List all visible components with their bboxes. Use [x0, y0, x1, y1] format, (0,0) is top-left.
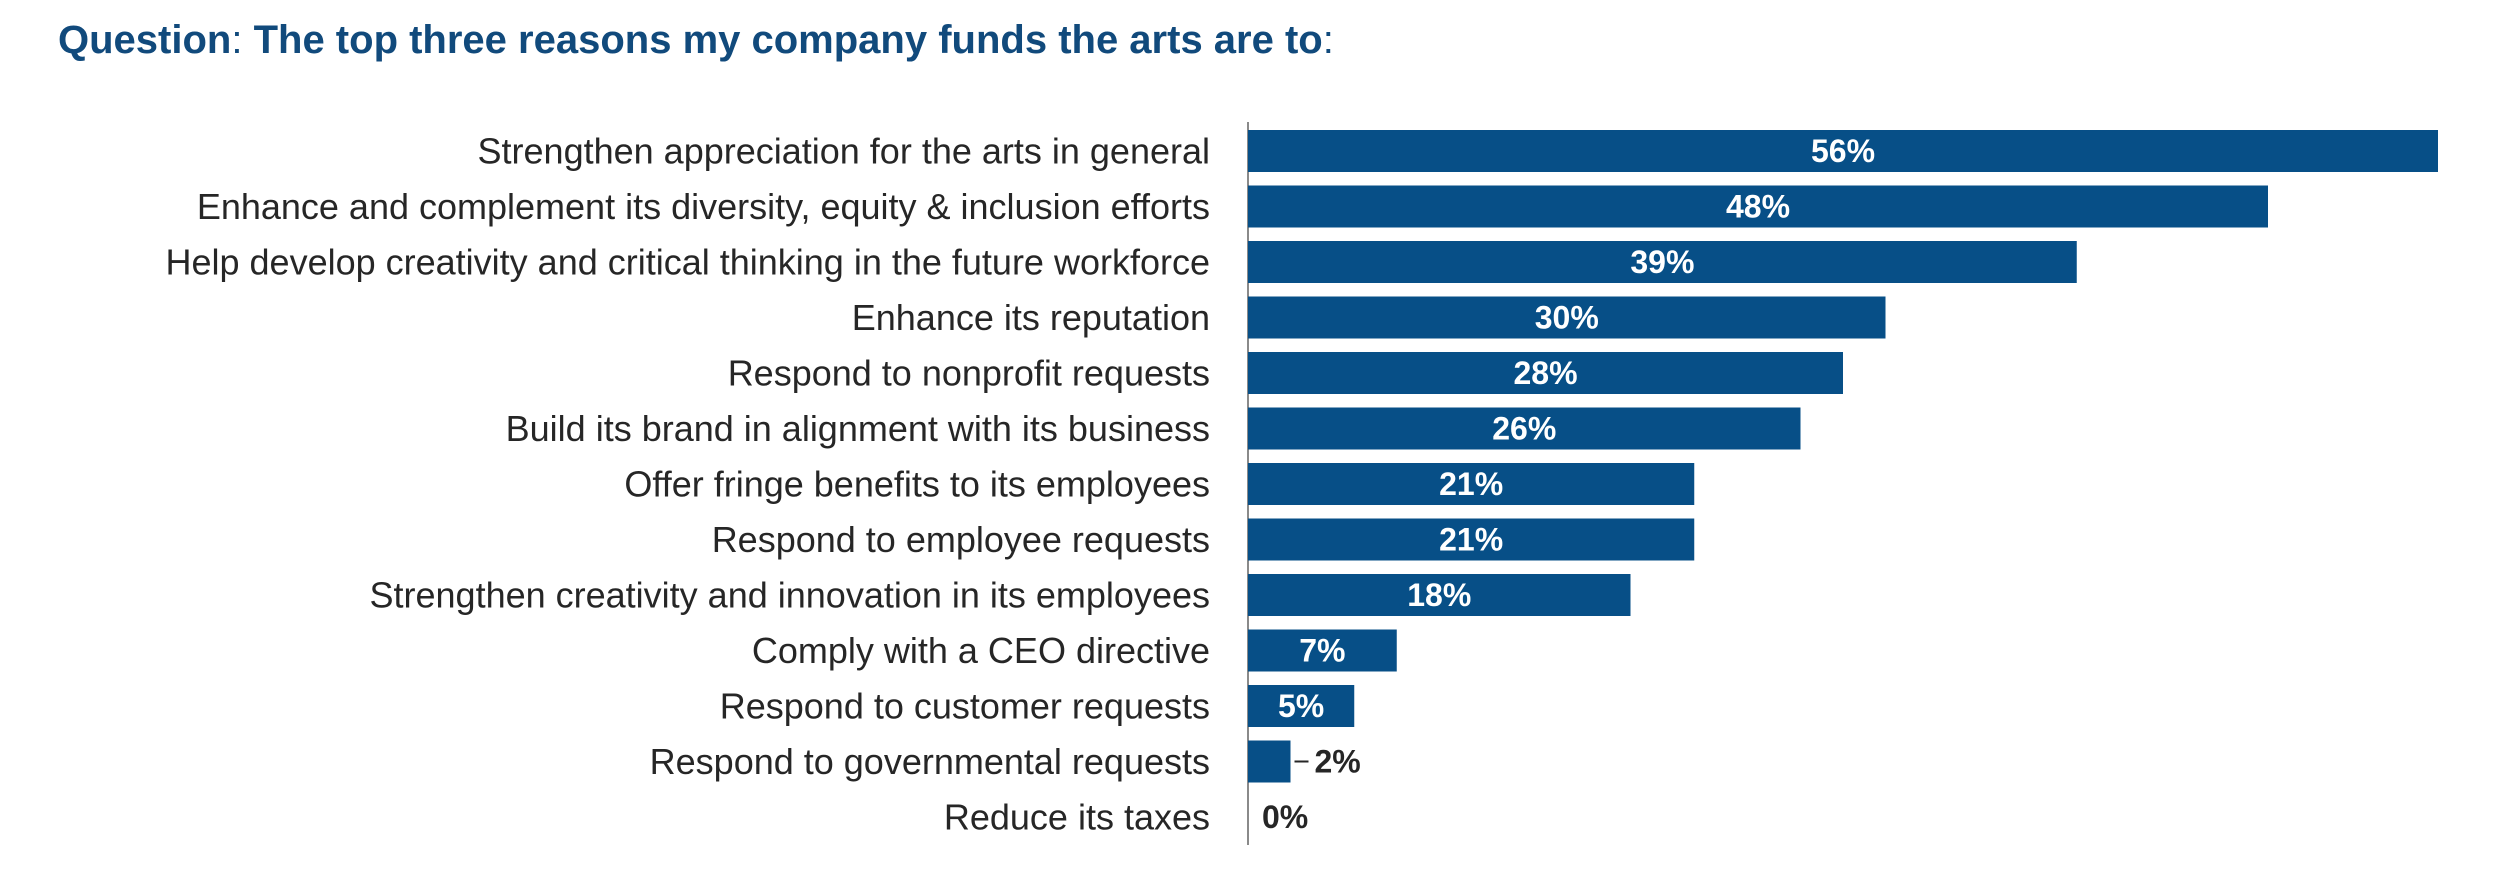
category-label: Enhance its reputation: [852, 297, 1210, 338]
bar: [1248, 518, 1695, 561]
value-label: 30%: [1535, 300, 1599, 336]
value-label: 18%: [1407, 577, 1471, 613]
question-label: Question: [58, 18, 232, 62]
value-label: 39%: [1630, 244, 1694, 280]
bar: [1248, 574, 1631, 616]
bar: [1248, 629, 1397, 672]
bar: [1248, 185, 2268, 228]
bar: [1248, 130, 2438, 172]
value-label: 21%: [1439, 522, 1503, 558]
chart-question: Question: The top three reasons my compa…: [58, 18, 1334, 63]
bars-group: Strengthen appreciation for the arts in …: [165, 130, 2438, 838]
category-label: Build its brand in alignment with its bu…: [506, 408, 1210, 449]
value-label: 21%: [1439, 466, 1503, 502]
bar: [1248, 407, 1801, 450]
bar: [1248, 296, 1886, 339]
value-label: 26%: [1492, 411, 1556, 447]
category-label: Help develop creativity and critical thi…: [165, 242, 1210, 283]
bar: [1248, 685, 1355, 727]
category-label: Respond to customer requests: [720, 686, 1210, 727]
bar: [1248, 740, 1291, 783]
question-end-colon: :: [1322, 18, 1334, 62]
value-label: 0%: [1262, 799, 1308, 835]
bar: [1248, 463, 1695, 505]
value-label: 7%: [1299, 633, 1345, 669]
question-text: The top three reasons my company funds t…: [242, 18, 1323, 62]
value-label: 56%: [1811, 133, 1875, 169]
bar: [1248, 241, 2077, 283]
question-colon: :: [231, 18, 243, 62]
category-label: Respond to nonprofit requests: [728, 353, 1210, 394]
value-label: 48%: [1726, 189, 1790, 225]
category-label: Respond to governmental requests: [650, 741, 1210, 782]
category-label: Reduce its taxes: [944, 797, 1210, 838]
value-label: 2%: [1315, 744, 1361, 780]
value-label: 28%: [1513, 355, 1577, 391]
category-label: Respond to employee requests: [712, 519, 1210, 560]
category-label: Comply with a CEO directive: [752, 630, 1210, 671]
category-label: Enhance and complement its diversity, eq…: [197, 186, 1210, 227]
value-label: 5%: [1278, 688, 1324, 724]
bar: [1248, 352, 1843, 394]
category-label: Strengthen appreciation for the arts in …: [478, 131, 1210, 172]
category-label: Offer fringe benefits to its employees: [624, 464, 1210, 505]
category-label: Strengthen creativity and innovation in …: [370, 575, 1210, 616]
